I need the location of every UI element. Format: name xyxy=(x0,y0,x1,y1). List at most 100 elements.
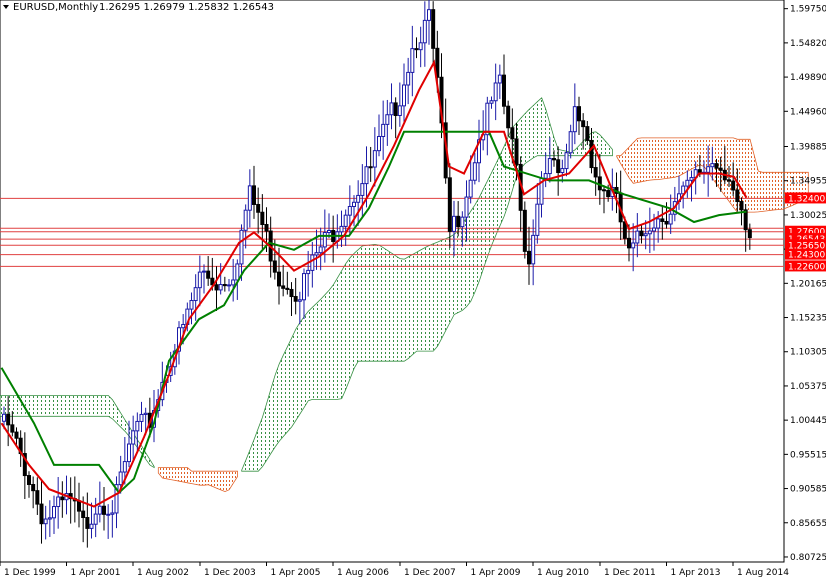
candle-body xyxy=(218,284,223,291)
candle-body xyxy=(27,475,31,485)
candle-body xyxy=(281,285,286,289)
candle-body xyxy=(272,260,277,273)
y-tick-label: 1.54820 xyxy=(790,39,826,49)
candle-body xyxy=(552,158,556,161)
candle-body xyxy=(710,163,715,168)
candle-body xyxy=(647,230,652,235)
candle-body xyxy=(543,173,548,179)
candle-body xyxy=(131,430,136,445)
dropdown-arrow-icon[interactable] xyxy=(3,5,9,9)
candle-body xyxy=(322,232,327,248)
candle-body xyxy=(547,158,552,175)
candle-body xyxy=(464,196,469,218)
candle-body xyxy=(431,9,436,49)
level-label-text: 1.22600 xyxy=(788,262,825,272)
candle-body xyxy=(235,263,240,281)
candle-body xyxy=(102,505,106,515)
candle-body xyxy=(231,279,236,286)
symbol-label: EURUSD,Monthly xyxy=(13,2,98,13)
candle-body xyxy=(402,84,406,107)
candle-body xyxy=(414,48,419,51)
candle-body xyxy=(327,230,331,234)
candle-body xyxy=(339,225,344,233)
candle-body xyxy=(472,162,477,181)
level-label-box xyxy=(785,260,826,272)
candle-body xyxy=(293,296,298,302)
candle-body xyxy=(406,71,411,86)
candle-body xyxy=(77,500,81,512)
candle-body xyxy=(631,242,636,249)
x-tick-label: 1 Aug 2010 xyxy=(537,568,589,578)
candle-body xyxy=(452,215,456,232)
candle-body xyxy=(664,220,669,225)
candle-body xyxy=(418,42,423,51)
candle-body xyxy=(393,102,398,117)
candle-body xyxy=(89,523,94,529)
level-label-text: 1.25650 xyxy=(788,241,825,251)
candle-body xyxy=(747,229,752,239)
candle-body xyxy=(706,166,711,173)
candle-body xyxy=(493,82,498,102)
candle-body xyxy=(556,159,561,174)
candle-body xyxy=(514,138,519,165)
candle-body xyxy=(381,123,386,137)
level-label-box xyxy=(785,192,826,204)
candle-body xyxy=(535,203,540,236)
candle-body xyxy=(243,209,248,231)
x-tick-label: 1 Apr 2001 xyxy=(71,568,121,578)
chart-header: EURUSD,Monthly 1.26295 1.26979 1.25832 1… xyxy=(3,2,274,13)
candle-body xyxy=(343,214,348,227)
candle-body xyxy=(377,135,381,152)
x-tick-label: 1 Dec 2011 xyxy=(604,568,656,578)
candle-body xyxy=(10,424,15,433)
candle-body xyxy=(310,254,315,271)
y-tick-label: 1.34955 xyxy=(790,177,826,187)
candle-body xyxy=(2,413,6,422)
candle-body xyxy=(352,201,356,207)
candle-body xyxy=(435,47,440,78)
kijun-sen-line xyxy=(0,130,747,495)
candle-body xyxy=(743,209,748,231)
level-label-text: 1.27600 xyxy=(788,228,825,238)
plot-area xyxy=(0,0,809,563)
candle-body xyxy=(364,166,369,185)
candle-body xyxy=(572,106,577,133)
candle-body xyxy=(318,246,323,254)
y-tick-label: 1.44960 xyxy=(790,107,826,117)
y-tick-label: 1.20165 xyxy=(790,279,826,289)
candle-body xyxy=(477,139,481,164)
candle-body xyxy=(497,74,502,84)
candle-body xyxy=(585,126,590,141)
y-tick-label: 1.49890 xyxy=(790,73,826,83)
candle-body xyxy=(468,179,473,198)
level-label-box xyxy=(785,248,826,260)
candle-body xyxy=(227,284,231,287)
candle-body xyxy=(560,168,565,174)
y-tick-label: 0.95515 xyxy=(790,450,826,460)
y-tick-label: 0.85655 xyxy=(790,519,826,529)
candle-body xyxy=(735,189,740,203)
candle-body xyxy=(193,287,198,302)
candle-body xyxy=(302,273,306,301)
candle-body xyxy=(85,517,90,529)
candle-body xyxy=(589,139,594,169)
candle-body xyxy=(197,271,202,289)
candle-body xyxy=(306,269,311,275)
candle-body xyxy=(22,453,27,477)
candle-body xyxy=(56,496,61,508)
candle-body xyxy=(202,270,206,273)
candle-body xyxy=(697,169,702,173)
candle-body xyxy=(397,105,402,117)
candle-body xyxy=(252,185,256,205)
candle-body xyxy=(297,299,302,302)
candle-body xyxy=(122,461,127,473)
candle-body xyxy=(652,227,656,232)
candle-body xyxy=(727,179,731,182)
candle-body xyxy=(81,510,86,519)
candle-body xyxy=(506,105,511,129)
candle-body xyxy=(485,102,490,136)
candle-body xyxy=(181,323,186,329)
candle-body xyxy=(143,412,148,415)
candle-body xyxy=(110,512,115,515)
